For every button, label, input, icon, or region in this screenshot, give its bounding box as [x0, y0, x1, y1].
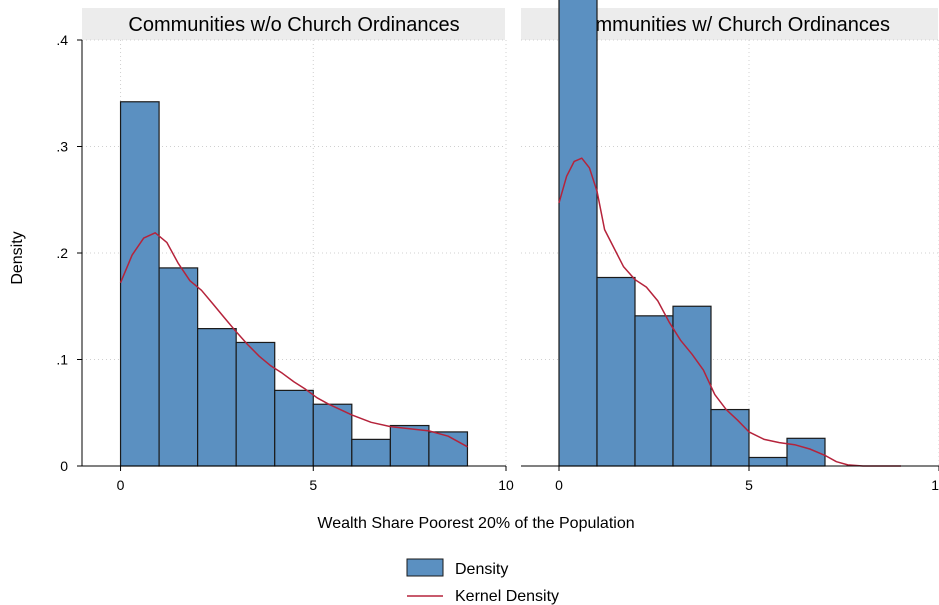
y-axis-label: Density: [9, 231, 26, 284]
histogram-bar: [558, 0, 598, 467]
y-tick-label: .3: [56, 139, 68, 155]
legend: Density Kernel Density: [406, 558, 559, 605]
x-tick-label: 10: [931, 477, 939, 493]
y-tick-label: .4: [56, 32, 68, 48]
histogram-bar: [786, 437, 826, 467]
histogram-bar: [672, 305, 712, 467]
x-tick-label: 0: [555, 477, 563, 493]
panel-title-1: Communities w/o Church Ordinances: [128, 14, 459, 36]
kernel-density-line: [558, 157, 901, 467]
y-tick-label: .1: [56, 352, 68, 368]
histogram-bar: [351, 438, 391, 467]
histogram-bar: [596, 276, 636, 467]
histogram-bar: [389, 424, 430, 467]
histogram-bar: [428, 431, 469, 467]
legend-label-density: Density: [455, 561, 508, 578]
histogram-bar: [119, 101, 160, 467]
histogram-bar: [312, 403, 353, 467]
y-tick-label: .2: [56, 245, 68, 261]
histogram-bar: [748, 456, 788, 467]
histogram-bar: [235, 341, 276, 467]
x-tick-label: 5: [309, 477, 317, 493]
histogram-bar: [274, 389, 314, 467]
y-tick-label: 0: [60, 458, 68, 474]
panel-title-2: Communities w/ Church Ordinances: [570, 14, 890, 36]
x-axis-label: Wealth Share Poorest 20% of the Populati…: [317, 515, 634, 532]
histogram-bar: [634, 315, 674, 467]
panel-1: Communities w/o Church Ordinances 0 5 10 0 .1…: [56, 8, 514, 493]
x-tick-label: 10: [498, 477, 514, 493]
x-tick-label: 5: [745, 477, 753, 493]
legend-label-kernel-density: Kernel Density: [455, 588, 559, 605]
panel-header-1: [82, 8, 505, 40]
x-tick-label: 0: [117, 477, 125, 493]
histogram-bar: [158, 267, 199, 467]
legend-swatch-density: [406, 558, 444, 577]
kernel-density-line: [119, 232, 468, 448]
histogram-bar: [197, 328, 237, 467]
panel-2: Communities w/ Church Ordinances 0 5 10: [521, 0, 939, 493]
histogram-bar: [710, 408, 750, 467]
